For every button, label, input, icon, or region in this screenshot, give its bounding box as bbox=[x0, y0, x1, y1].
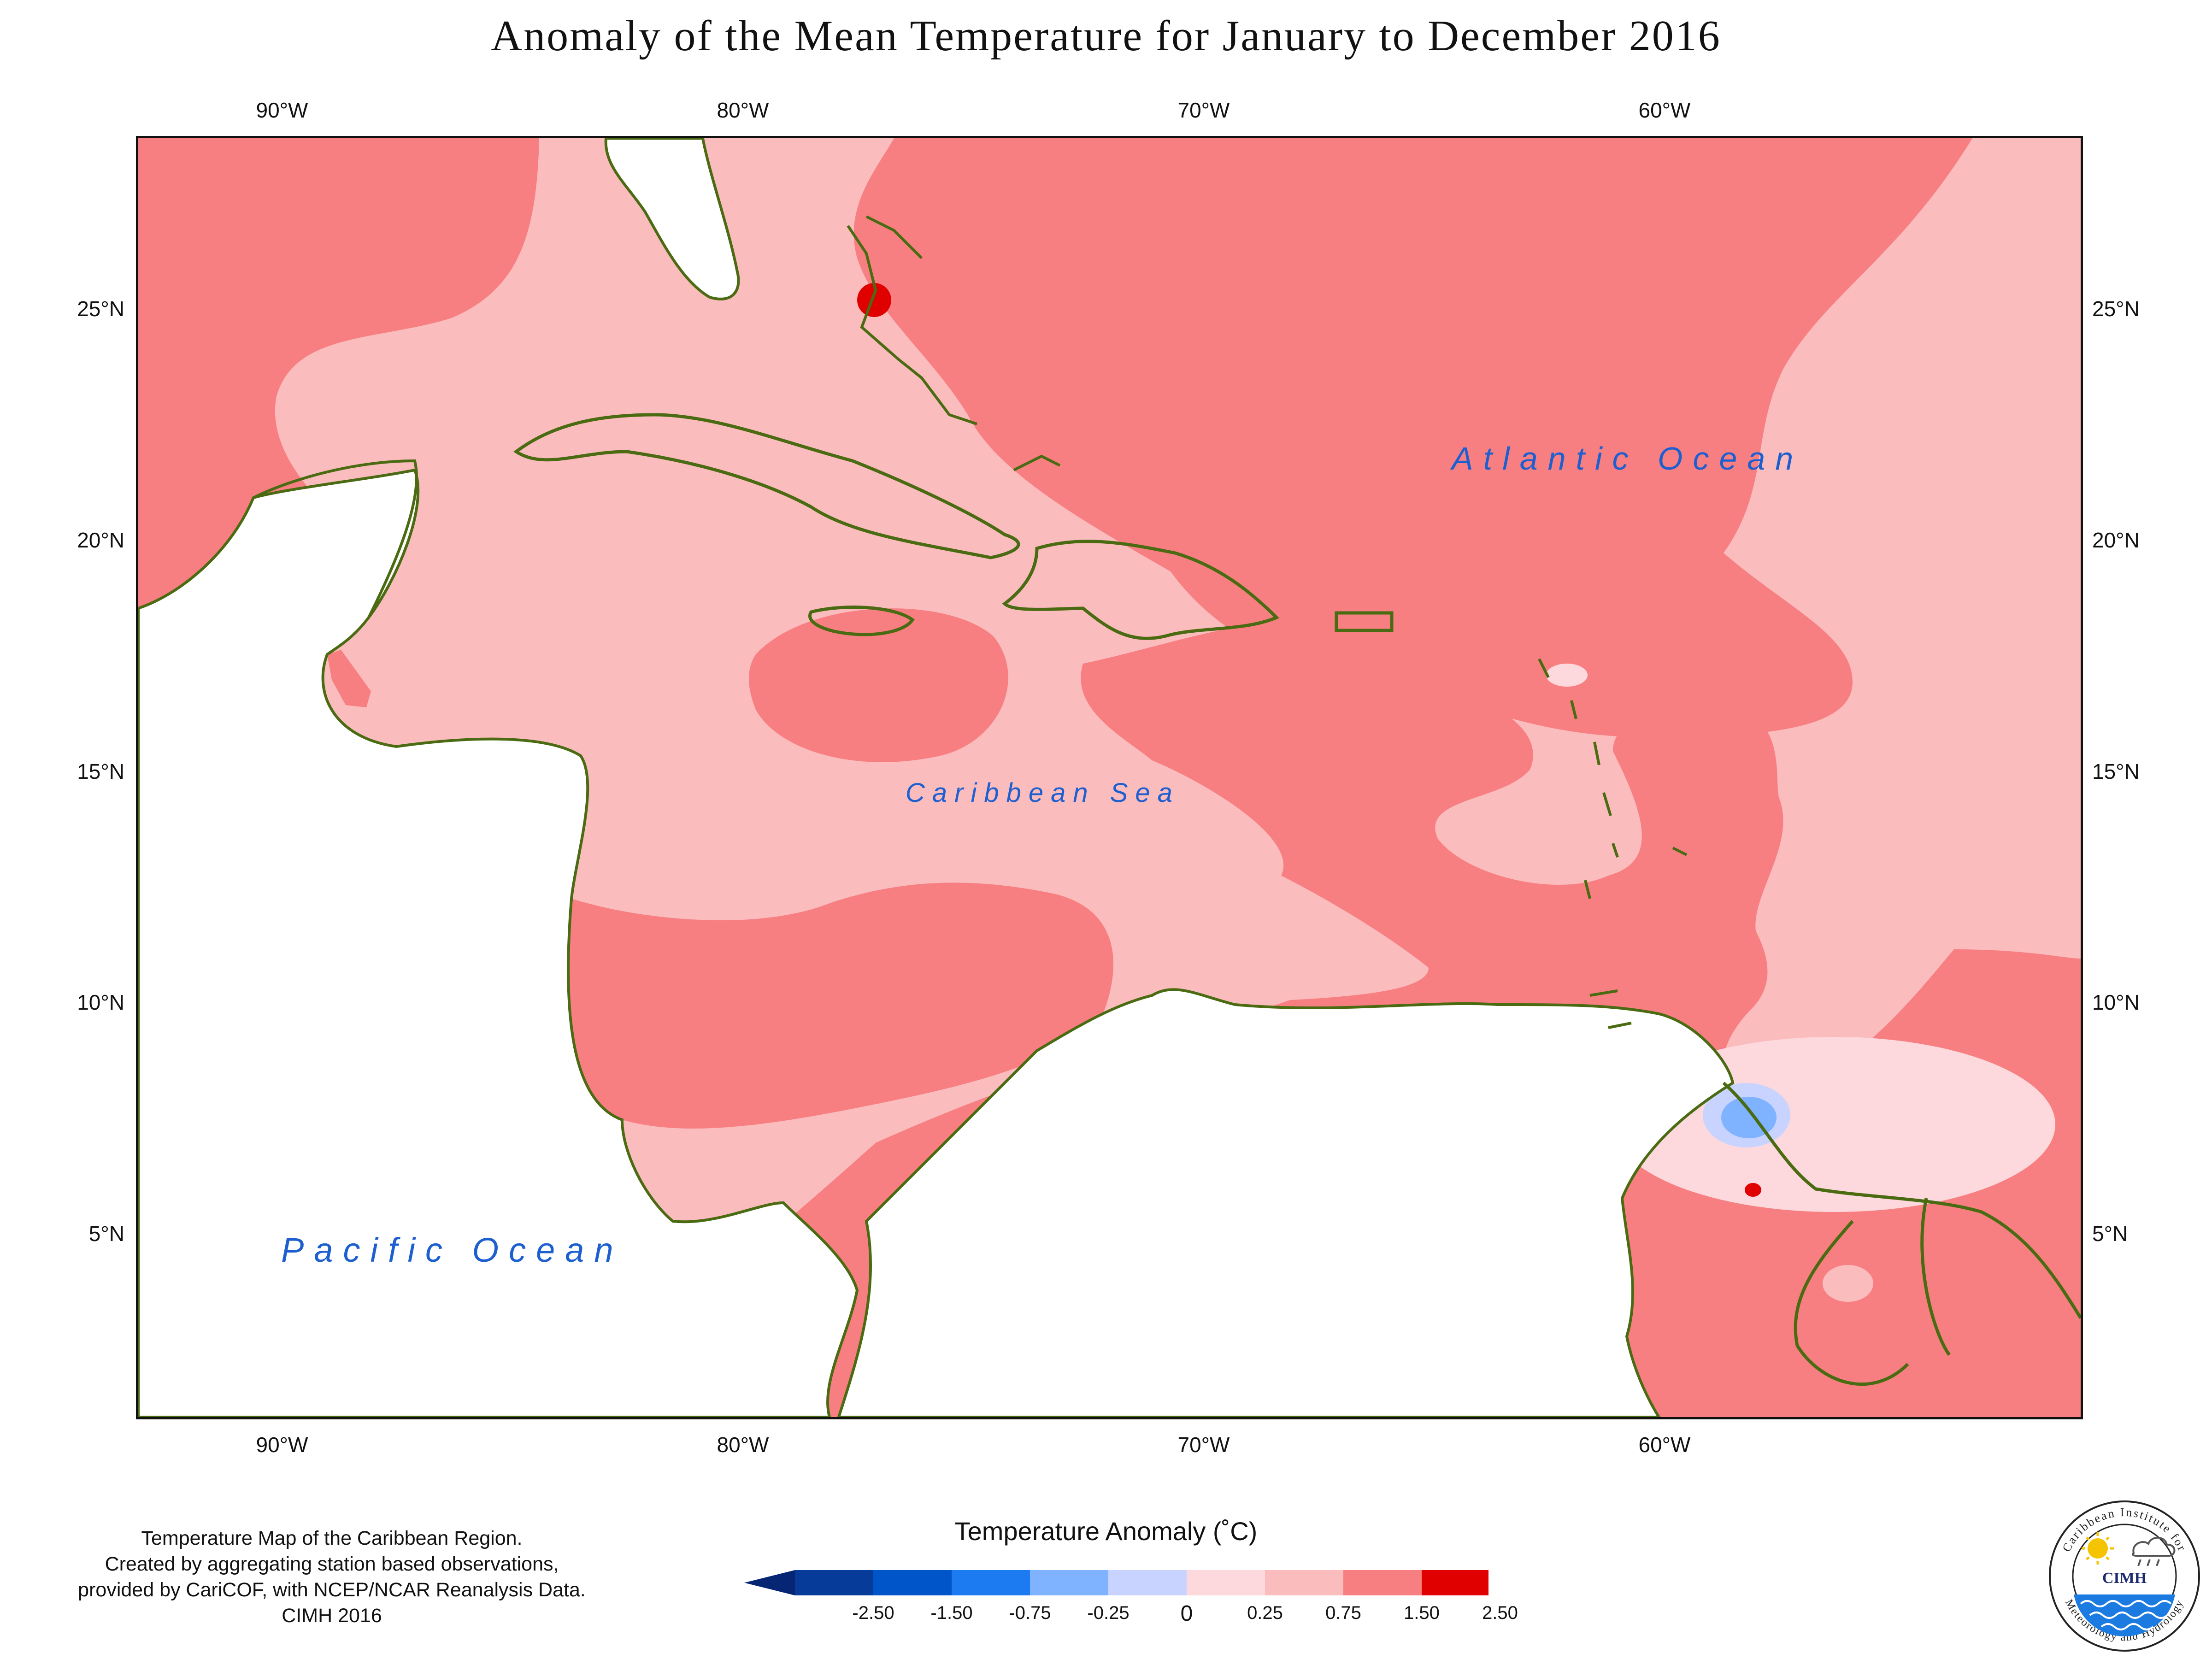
bottom-lon-tick-60w: 60°W bbox=[1638, 1433, 1691, 1457]
right-lat-tick-10n: 10°N bbox=[2092, 990, 2140, 1014]
land-central-america bbox=[138, 468, 859, 1417]
map-title: Anomaly of the Mean Temperature for Janu… bbox=[491, 12, 1721, 60]
legend-bin-0 bbox=[795, 1570, 873, 1595]
legend-bin-7 bbox=[1343, 1570, 1422, 1595]
legend-bin-4 bbox=[1108, 1570, 1187, 1595]
anomaly-hotspot-guyana bbox=[1745, 1183, 1761, 1197]
left-lat-tick-20n: 20°N bbox=[77, 528, 124, 552]
credit-line-2: Created by aggregating station based obs… bbox=[105, 1553, 559, 1575]
label-pacific-ocean: Pacific Ocean bbox=[281, 1231, 624, 1269]
right-lat-tick-5n: 5°N bbox=[2092, 1222, 2128, 1246]
land-south-america bbox=[837, 988, 1735, 1417]
coast-cuba bbox=[513, 413, 1020, 559]
right-lat-tick-20n: 20°N bbox=[2092, 528, 2140, 552]
map-credit: Temperature Map of the Caribbean Region.… bbox=[37, 1525, 627, 1629]
coast-guianas bbox=[1722, 1082, 2081, 1386]
right-lat-tick-15n: 15°N bbox=[2092, 759, 2140, 783]
legend-label-3: -0.25 bbox=[1087, 1603, 1130, 1623]
label-caribbean-sea: Caribbean Sea bbox=[906, 778, 1180, 808]
credit-line-3: provided by CariCOF, with NCEP/NCAR Rean… bbox=[78, 1579, 586, 1601]
coast-yucatan bbox=[253, 459, 418, 618]
left-lat-tick-10n: 10°N bbox=[77, 990, 124, 1014]
label-atlantic-ocean: Atlantic Ocean bbox=[1452, 441, 1804, 477]
left-lat-tick-25n: 25°N bbox=[77, 297, 124, 321]
sun-icon bbox=[2082, 1532, 2114, 1565]
legend-label-1: -1.50 bbox=[930, 1603, 973, 1623]
legend-title: Temperature Anomaly (˚C) bbox=[954, 1517, 1258, 1546]
legend-colorbar bbox=[744, 1570, 1488, 1595]
anomaly-map bbox=[136, 136, 2083, 1419]
bottom-lon-tick-70w: 70°W bbox=[1177, 1433, 1230, 1457]
anomaly-region-south-caribbean-coast bbox=[568, 882, 1114, 1129]
left-lat-tick-15n: 15°N bbox=[77, 759, 124, 783]
credit-line-4: CIMH 2016 bbox=[282, 1605, 382, 1627]
anomaly-patch-suriname bbox=[1823, 1265, 1873, 1302]
anomaly-patch-lesser-antilles bbox=[1546, 664, 1588, 687]
top-lon-tick-90w: 90°W bbox=[256, 98, 308, 122]
anomaly-region-jamaica bbox=[749, 608, 1008, 762]
legend-label-7: 1.50 bbox=[1404, 1603, 1440, 1623]
legend-bin-1 bbox=[873, 1570, 952, 1595]
legend-label-0: -2.50 bbox=[852, 1603, 894, 1623]
coast-lesser-antilles bbox=[1538, 658, 1688, 1029]
legend-bin-6 bbox=[1265, 1570, 1343, 1595]
coast-bahamas bbox=[847, 215, 1061, 471]
right-lat-tick-25n: 25°N bbox=[2092, 297, 2140, 321]
legend-label-4: 0 bbox=[1180, 1601, 1193, 1626]
anomaly-region-gulf bbox=[138, 138, 539, 608]
legend-label-8: 2.50 bbox=[1482, 1603, 1518, 1623]
legend-arrow-low bbox=[744, 1570, 795, 1595]
coast-jamaica bbox=[808, 606, 915, 636]
legend-bin-3 bbox=[1030, 1570, 1108, 1595]
coast-puerto-rico bbox=[1335, 611, 1394, 632]
cimh-logo: Caribbean Institute for Meteorology and … bbox=[2049, 1500, 2200, 1652]
land-florida bbox=[604, 138, 740, 300]
coast-hispaniola bbox=[1002, 540, 1280, 640]
top-lon-tick-60w: 60°W bbox=[1638, 98, 1691, 122]
left-lat-tick-5n: 5°N bbox=[88, 1222, 124, 1246]
logo-water bbox=[2074, 1594, 2175, 1636]
legend-label-2: -0.75 bbox=[1009, 1603, 1051, 1623]
top-lon-tick-80w: 80°W bbox=[717, 98, 769, 122]
legend-bin-5 bbox=[1187, 1570, 1265, 1595]
logo-name: CIMH bbox=[2102, 1570, 2147, 1587]
legend-label-5: 0.25 bbox=[1247, 1603, 1283, 1623]
legend-bin-8 bbox=[1422, 1570, 1488, 1595]
rain-cloud-icon bbox=[2131, 1536, 2176, 1566]
anomaly-hotspot-bahamas bbox=[857, 283, 891, 317]
credit-line-1: Temperature Map of the Caribbean Region. bbox=[141, 1527, 523, 1549]
top-lon-tick-70w: 70°W bbox=[1177, 98, 1230, 122]
anomaly-patch-belize bbox=[327, 650, 371, 707]
wave-icon bbox=[2080, 1600, 2172, 1630]
legend-bin-2 bbox=[952, 1570, 1030, 1595]
bottom-lon-tick-80w: 80°W bbox=[717, 1433, 769, 1457]
legend-label-6: 0.75 bbox=[1325, 1603, 1361, 1623]
bottom-lon-tick-90w: 90°W bbox=[256, 1433, 308, 1457]
anomaly-region-atlantic bbox=[853, 138, 1972, 737]
anomaly-patch-guyana-cooler bbox=[1721, 1097, 1777, 1138]
